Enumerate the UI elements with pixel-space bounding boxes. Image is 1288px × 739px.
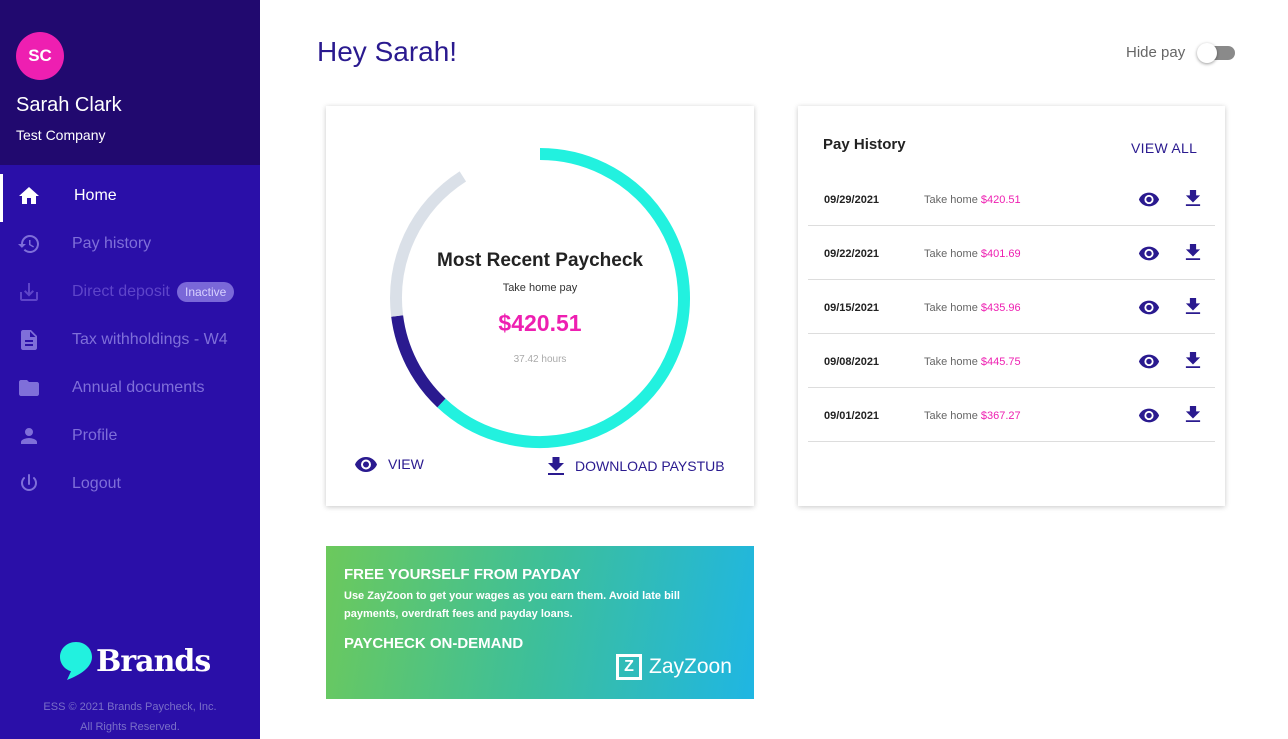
pay-history-card: Pay History VIEW ALL 09/29/2021 Take home… [798, 106, 1225, 506]
take-home-label: Take home pay [502, 282, 578, 294]
zayzoon-logo: Z ZayZoon [616, 654, 732, 680]
pay-amount: $420.51 [980, 194, 1021, 206]
toggle-knob [1197, 43, 1217, 63]
hide-pay-toggle[interactable] [1197, 43, 1235, 63]
person-icon [21, 428, 37, 444]
zayzoon-mark-icon: Z [616, 654, 642, 680]
sidebar: SC Sarah Clark Test Company Home Pay his… [0, 0, 260, 739]
promo-body: Use ZayZoon to get your wages as you ear… [344, 590, 680, 620]
download-icon[interactable] [1185, 296, 1201, 316]
history-icon [18, 235, 39, 253]
eye-icon[interactable] [1138, 352, 1160, 370]
paycheck-hours: 37.42 hours [513, 354, 567, 365]
table-row: 09/22/2021 Take home $401.69 [808, 226, 1215, 280]
ring-segment-other [390, 171, 467, 317]
take-home-text: Take home $445.75 [924, 356, 1021, 368]
brand-name: Brands [96, 643, 211, 679]
zayzoon-logo-text: ZayZoon [649, 655, 732, 678]
zayzoon-promo-banner[interactable]: FREE YOURSELF FROM PAYDAY Use ZayZoon to… [326, 546, 754, 699]
download-icon[interactable] [1185, 242, 1201, 262]
sidebar-item-logout[interactable]: Logout [0, 460, 260, 508]
paycheck-title: Most Recent Paycheck [437, 250, 643, 271]
speech-bubble-icon [60, 642, 92, 680]
download-icon[interactable] [1185, 350, 1201, 370]
sidebar-item-tax-withholdings[interactable]: Tax withholdings - W4 [0, 316, 260, 364]
eye-icon[interactable] [1138, 190, 1160, 208]
view-all-link[interactable]: VIEW ALL [1131, 140, 1198, 156]
pay-date: 09/15/2021 [824, 302, 880, 314]
sidebar-item-label: Direct deposit [72, 283, 170, 300]
pay-amount: $435.96 [980, 302, 1021, 314]
sidebar-item-label: Home [74, 187, 117, 204]
eye-icon [355, 457, 377, 472]
company-name: Test Company [16, 127, 106, 143]
take-home-label: Take home [924, 410, 978, 422]
sidebar-item-annual-documents[interactable]: Annual documents [0, 364, 260, 412]
pay-amount: $445.75 [980, 356, 1021, 368]
pay-date: 09/22/2021 [824, 248, 880, 260]
paycheck-amount: $420.51 [498, 310, 582, 336]
folder-icon [19, 380, 39, 396]
take-home-label: Take home [924, 302, 978, 314]
download-icon[interactable] [1185, 404, 1201, 424]
pay-amount: $401.69 [980, 248, 1021, 260]
status-badge: Inactive [177, 282, 235, 302]
table-row: 09/08/2021 Take home $445.75 [808, 334, 1215, 388]
eye-icon[interactable] [1138, 244, 1160, 262]
download-paystub-button[interactable]: DOWNLOAD PAYSTUB [547, 456, 725, 476]
footer-copyright: ESS © 2021 Brands Paycheck, Inc. [43, 701, 217, 713]
paycheck-ring-chart [390, 148, 690, 448]
home-icon [19, 187, 39, 204]
eye-icon[interactable] [1138, 406, 1160, 424]
pay-date: 09/29/2021 [824, 194, 880, 206]
sidebar-item-pay-history[interactable]: Pay history [0, 220, 260, 268]
sidebar-nav: Home Pay history Direct deposit Tax with… [0, 172, 260, 508]
table-row: 09/01/2021 Take home $367.27 [808, 388, 1215, 442]
most-recent-paycheck-card: Most Recent Paycheck Take home pay $420.… [326, 106, 754, 506]
download-icon[interactable] [1185, 188, 1201, 208]
footer-rights: All Rights Reserved. [80, 721, 180, 733]
eye-icon[interactable] [1138, 298, 1160, 316]
take-home-label: Take home [924, 194, 978, 206]
sidebar-item-label: Profile [72, 427, 118, 444]
power-icon [21, 474, 37, 491]
sidebar-item-label: Logout [72, 475, 121, 492]
download-icon [548, 457, 564, 475]
pay-date: 09/08/2021 [824, 356, 880, 368]
avatar[interactable]: SC [16, 32, 64, 80]
sidebar-item-home[interactable]: Home [0, 172, 260, 222]
sidebar-item-direct-deposit[interactable]: Direct deposit [0, 268, 260, 316]
brand-logo: Brands [58, 640, 211, 682]
profile-header: SC Sarah Clark Test Company [0, 0, 260, 165]
promo-title: FREE YOURSELF FROM PAYDAY [344, 566, 581, 583]
ring-segment-take-home [437, 148, 690, 448]
take-home-text: Take home $435.96 [924, 302, 1021, 314]
sidebar-item-label: Annual documents [72, 379, 205, 396]
sidebar-item-label: Pay history [72, 235, 152, 252]
take-home-label: Take home [924, 248, 978, 260]
take-home-text: Take home $420.51 [924, 194, 1021, 206]
promo-cta[interactable]: PAYCHECK ON-DEMAND [344, 635, 524, 652]
pay-history-title: Pay History [823, 136, 906, 153]
take-home-text: Take home $401.69 [924, 248, 1021, 260]
view-paystub-button[interactable]: VIEW [354, 456, 424, 472]
page-title: Hey Sarah! [317, 36, 458, 67]
sidebar-item-profile[interactable]: Profile [0, 412, 260, 460]
document-icon [21, 330, 37, 350]
download-tray-icon [20, 283, 38, 301]
sidebar-item-label: Tax withholdings - W4 [72, 331, 228, 348]
table-row: 09/29/2021 Take home $420.51 [808, 172, 1215, 226]
pay-date: 09/01/2021 [824, 410, 880, 422]
hide-pay-label: Hide pay [1126, 44, 1186, 61]
ring-segment-deductions [391, 315, 446, 408]
download-label: DOWNLOAD PAYSTUB [575, 458, 725, 474]
user-name: Sarah Clark [16, 94, 122, 116]
view-label: VIEW [388, 456, 424, 472]
take-home-label: Take home [924, 356, 978, 368]
pay-amount: $367.27 [980, 410, 1021, 422]
table-row: 09/15/2021 Take home $435.96 [808, 280, 1215, 334]
take-home-text: Take home $367.27 [924, 410, 1021, 422]
